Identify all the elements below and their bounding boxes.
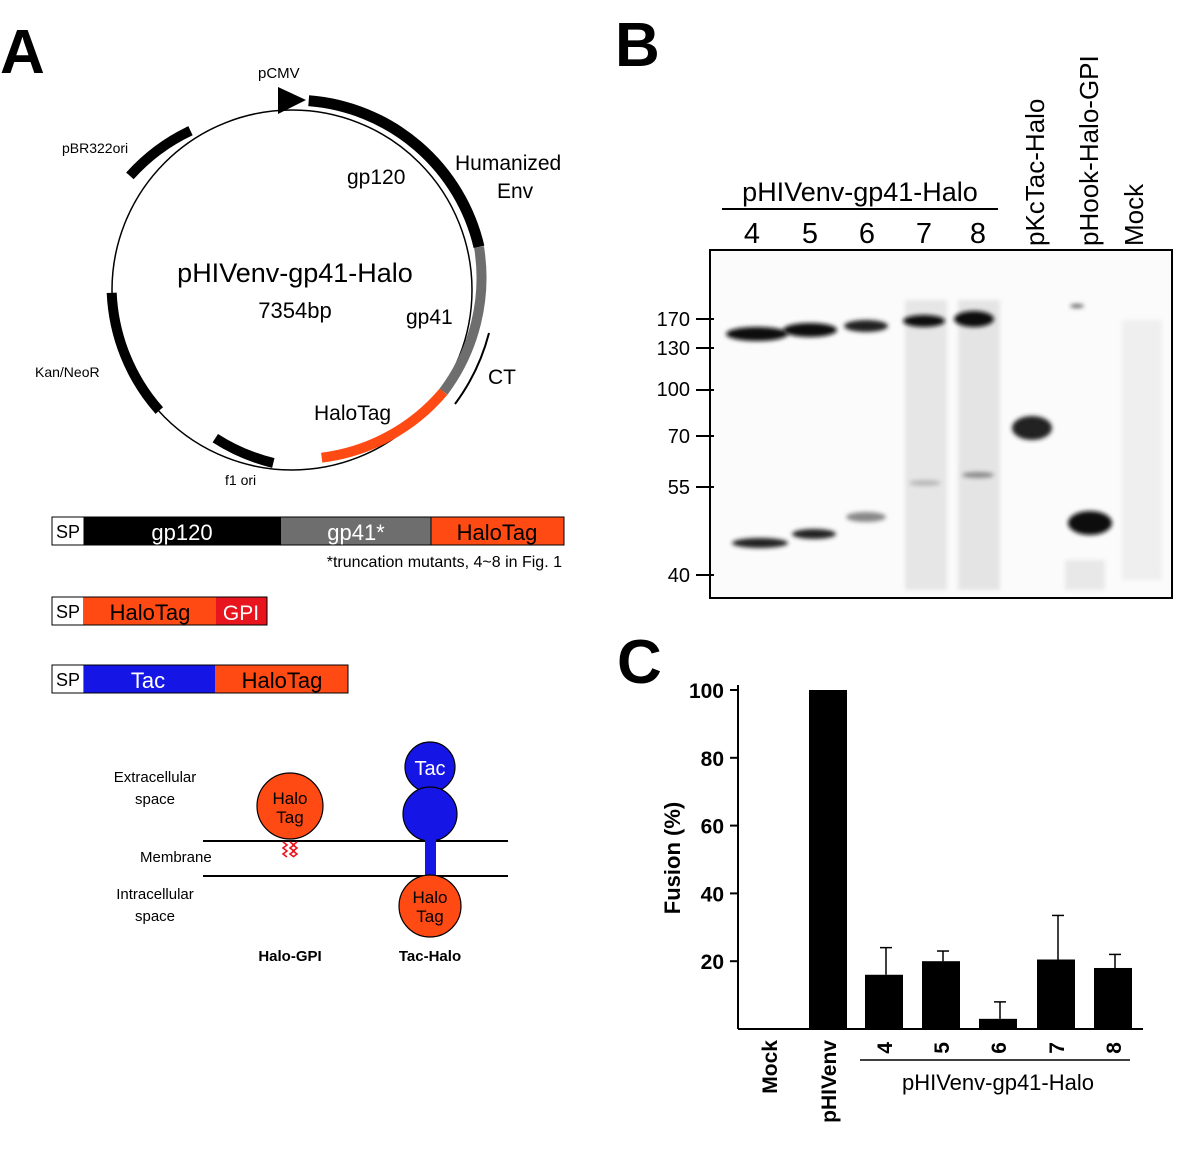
x-label-7: 7: [1046, 1042, 1069, 1054]
tac-halo-circle: [398, 874, 462, 938]
env-gp41-label: gp41*: [327, 520, 385, 545]
halo-gpi-circle: [256, 772, 324, 840]
bars: [809, 690, 1132, 1029]
tac-bottom-circle: [402, 786, 458, 842]
construct-tac: SP Tac HaloTag: [51, 664, 349, 694]
pbr322ori-arc: [126, 126, 193, 180]
mw-100: 100: [657, 379, 690, 401]
extracellular-label-2: space: [135, 791, 175, 808]
y-axis-label: Fusion (%): [660, 802, 685, 914]
panel-c-label: C: [617, 628, 662, 697]
halotag-arc: [321, 388, 448, 463]
env-halotag-label: HaloTag: [457, 520, 538, 545]
x-label-5: 5: [931, 1042, 954, 1054]
y-tick-label: 80: [701, 748, 724, 771]
kan-neor-arc: [106, 292, 164, 414]
plasmid-map: pCMV Humanized Env gp120 gp41 CT HaloTag…: [35, 65, 561, 488]
x-label-8: 8: [1103, 1042, 1126, 1054]
panel-a-label: A: [0, 18, 45, 87]
x-label-4: 4: [874, 1042, 897, 1054]
env-sp-label: SP: [56, 522, 80, 542]
extracellular-label: Extracellular: [114, 769, 197, 786]
tac-sp-label: SP: [56, 670, 80, 690]
lane-6-label: 6: [859, 218, 875, 250]
env-gp120-label: gp120: [151, 520, 212, 545]
lane-7-label: 7: [916, 218, 932, 250]
halo-gpi-name: Halo-GPI: [258, 948, 321, 965]
y-tick-label: 100: [689, 680, 724, 703]
gp41-label: gp41: [406, 306, 453, 329]
halotag-label: HaloTag: [314, 402, 391, 425]
bar-4: [865, 974, 903, 1029]
tac-halo-text-1: Halo: [413, 888, 448, 907]
tac-transmembrane: [425, 838, 436, 878]
tac-label: Tac: [131, 668, 165, 693]
western-blot: pHIVenv-gp41-Halo 4 5 6 7 8 pKcTac-Halo …: [657, 55, 1173, 599]
tac-halo-name: Tac-Halo: [399, 948, 461, 965]
mw-70: 70: [668, 426, 690, 448]
lane-pkctac-label: pKcTac-Halo: [1020, 99, 1050, 246]
plasmid-name: pHIVenv-gp41-Halo: [177, 258, 413, 288]
mw-55: 55: [668, 477, 690, 499]
tac-circle-label: Tac: [414, 758, 445, 780]
x-label-6: 6: [988, 1042, 1011, 1054]
lane-mock-label: Mock: [1119, 183, 1149, 246]
tac-halo-text-2: Tag: [416, 907, 443, 926]
mw-170: 170: [657, 309, 690, 331]
pcmv-label: pCMV: [258, 65, 300, 82]
membrane-label: Membrane: [140, 849, 212, 866]
ct-arc: [454, 332, 490, 405]
tac-halotag-label: HaloTag: [242, 668, 323, 693]
f1-ori-arc: [212, 433, 275, 468]
lane-4-label: 4: [744, 218, 760, 250]
panel-b-label: B: [615, 11, 660, 80]
y-tick-label: 60: [701, 816, 724, 839]
gpi-anchor-icon: [281, 841, 299, 858]
truncation-footnote: *truncation mutants, 4~8 in Fig. 1: [327, 554, 562, 571]
plasmid-size: 7354bp: [258, 298, 331, 323]
bar-8: [1094, 967, 1132, 1029]
halo-gpi-text-2: Tag: [276, 808, 303, 827]
intracellular-label-2: space: [135, 908, 175, 925]
pbr322ori-label: pBR322ori: [62, 140, 128, 156]
gpi-halotag-label: HaloTag: [110, 600, 191, 625]
intracellular-label: Intracellular: [116, 886, 194, 903]
construct-env: SP gp120 gp41* HaloTag *truncation mutan…: [51, 516, 565, 571]
halo-gpi-text-1: Halo: [273, 789, 308, 808]
y-axis: 20 40 60 80 100: [689, 680, 1143, 1030]
chart-group-label: pHIVenv-gp41-Halo: [902, 1070, 1094, 1095]
lane-8-label: 8: [970, 218, 986, 250]
humanized-env-label-2: Env: [497, 180, 534, 203]
humanized-env-label: Humanized: [455, 152, 561, 175]
bar-7: [1037, 959, 1075, 1029]
bar-phivenv: [809, 690, 847, 1029]
x-label-mock: Mock: [759, 1040, 782, 1094]
gp120-arc: [308, 95, 485, 249]
f1-ori-label: f1 ori: [225, 472, 256, 488]
gpi-label: GPI: [223, 602, 259, 625]
membrane-schematic: Extracellular space Membrane Intracellul…: [114, 741, 508, 965]
blot-group-label: pHIVenv-gp41-Halo: [742, 177, 978, 207]
x-label-phivenv: pHIVenv: [818, 1040, 841, 1123]
bar-5: [922, 961, 960, 1029]
pcmv-arrow-icon: [278, 87, 306, 114]
y-tick-label: 40: [701, 883, 724, 906]
lane-phook-label: pHook-Halo-GPI: [1074, 55, 1104, 246]
lane-5-label: 5: [802, 218, 818, 250]
kan-neor-label: Kan/NeoR: [35, 364, 100, 380]
gpi-sp-label: SP: [56, 602, 80, 622]
ct-label: CT: [488, 366, 516, 389]
x-axis-labels: Mock pHIVenv 4 5 6 7 8: [759, 1040, 1126, 1123]
mw-130: 130: [657, 338, 690, 360]
mw-40: 40: [668, 565, 690, 587]
y-tick-label: 20: [701, 951, 724, 974]
construct-gpi: SP HaloTag GPI: [51, 596, 268, 626]
mw-markers: 170 130 100 70 55 40: [657, 309, 714, 587]
gp41-arc: [439, 246, 487, 395]
bar-6: [979, 1018, 1017, 1029]
gp120-label: gp120: [347, 166, 405, 189]
